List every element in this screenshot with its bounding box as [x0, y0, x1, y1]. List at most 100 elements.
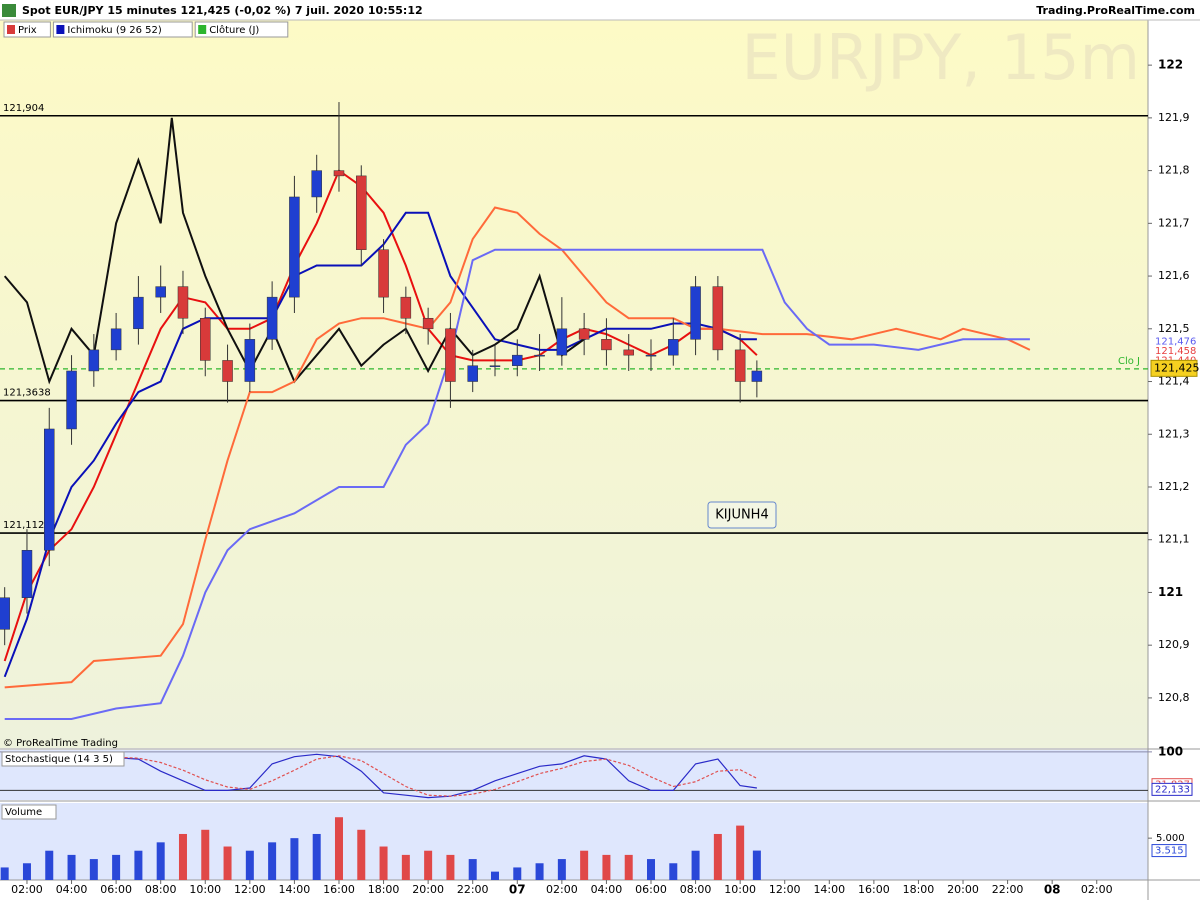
- x-tick-label: 08:00: [145, 883, 177, 896]
- volume-bar: [290, 838, 299, 880]
- legend-label[interactable]: Clôture (J): [209, 24, 259, 36]
- volume-bar: [245, 850, 254, 880]
- candle-body: [311, 170, 322, 198]
- panel-title-box: [1, 751, 125, 767]
- candle-body: [734, 349, 746, 382]
- volume-tag: [1151, 844, 1187, 858]
- h-line-label: 121,1126: [3, 520, 51, 531]
- volume-tick-label: 5.000: [1156, 833, 1185, 844]
- candle-body: [578, 328, 590, 340]
- volume-bar: [134, 850, 143, 880]
- volume-title: Volume: [5, 807, 42, 818]
- x-tick-label: 10:00: [189, 883, 221, 896]
- header-title: Spot EUR/JPY 15 minutes 121,425 (-0,02 %…: [22, 4, 423, 17]
- ichimoku-line: [4, 206, 1031, 689]
- annotation-box: [707, 501, 777, 529]
- price-tag: [1150, 359, 1198, 377]
- volume-bar: [156, 842, 165, 880]
- y-tick-label: 120,9: [1158, 638, 1190, 651]
- candle-body: [645, 354, 657, 357]
- volume-bar: [513, 867, 522, 880]
- legend-label[interactable]: Prix: [18, 25, 37, 36]
- ichimoku-line: [3, 169, 758, 662]
- x-tick-label: 07: [509, 883, 526, 897]
- candle-body: [177, 286, 189, 319]
- volume-bar: [112, 854, 121, 880]
- legend-item[interactable]: [52, 21, 193, 38]
- volume-bar: [67, 854, 76, 880]
- volume-bar: [557, 859, 566, 880]
- x-tick-label: 04:00: [591, 883, 623, 896]
- candle-body: [155, 286, 166, 298]
- volume-bar: [602, 854, 611, 880]
- candle-body: [422, 317, 434, 330]
- y-tick-label: 121,6: [1158, 269, 1190, 282]
- volume-bar: [713, 833, 722, 880]
- volume-bar: [357, 829, 366, 880]
- copyright: © ProRealTime Trading: [3, 738, 118, 749]
- volume-bar: [468, 859, 477, 880]
- x-tick-label: 16:00: [858, 883, 890, 896]
- volume-bar: [424, 850, 433, 880]
- y-tick-label: 121,4: [1158, 375, 1190, 388]
- volume-bar: [736, 825, 745, 880]
- y-tick-label: 121,8: [1158, 164, 1190, 177]
- candle-body: [601, 339, 612, 351]
- candle-body: [400, 296, 412, 319]
- volume-bar: [178, 833, 187, 880]
- y-tick-label: 121,7: [1158, 216, 1190, 229]
- candle-body: [133, 296, 144, 330]
- volume-bar: [379, 846, 388, 880]
- close-line-label: Clo J: [1118, 356, 1140, 367]
- y-tick-label: 121,2: [1158, 480, 1190, 493]
- y-tick-label: 120,8: [1158, 691, 1190, 704]
- panel-title-box: [1, 804, 57, 820]
- legend-swatch: [198, 25, 207, 34]
- volume-panel: [0, 803, 1148, 880]
- side-label: 121,476: [1155, 336, 1196, 347]
- candle-body: [445, 328, 456, 382]
- candle-body: [244, 339, 256, 382]
- candle-body: [378, 249, 389, 298]
- volume-bar: [0, 867, 9, 880]
- volume-bar: [334, 817, 343, 880]
- x-tick-label: 10:00: [724, 883, 756, 896]
- legend-item[interactable]: [194, 21, 289, 38]
- h-line-label: 121,904: [3, 103, 44, 114]
- watermark: EURJPY, 15m: [741, 21, 1140, 94]
- candle-body: [0, 597, 10, 630]
- candle-body: [44, 428, 55, 551]
- candle-body: [623, 349, 634, 356]
- header-site[interactable]: Trading.ProRealTime.com: [1036, 4, 1195, 17]
- volume-bar: [312, 833, 321, 880]
- volume-bar: [45, 850, 54, 880]
- candle-body: [751, 370, 763, 382]
- volume-tag-label: 3.515: [1155, 846, 1184, 857]
- candle-body: [512, 354, 523, 366]
- candle-body: [690, 286, 701, 340]
- volume-bar: [669, 863, 678, 880]
- x-tick-label: 02:00: [546, 883, 578, 896]
- stoch-tick-label: 100: [1158, 744, 1183, 758]
- price-panel: [0, 20, 1148, 748]
- stoch-panel: [0, 750, 1148, 800]
- candle-body: [534, 354, 545, 357]
- volume-bar: [490, 871, 499, 880]
- logo: [2, 4, 16, 17]
- candle-body: [110, 328, 122, 351]
- y-tick-label: 121,9: [1158, 111, 1190, 124]
- x-tick-label: 20:00: [412, 883, 444, 896]
- legend-label[interactable]: Ichimoku (9 26 52): [67, 25, 161, 36]
- x-tick-label: 12:00: [769, 883, 801, 896]
- ichimoku-line: [3, 117, 585, 385]
- x-tick-label: 18:00: [368, 883, 400, 896]
- legend-item[interactable]: [3, 21, 51, 38]
- volume-bar: [647, 859, 656, 880]
- candle-body: [668, 339, 679, 356]
- ichimoku-line: [4, 248, 1030, 720]
- x-tick-label: 22:00: [457, 883, 489, 896]
- x-tick-label: 14:00: [279, 883, 311, 896]
- x-tick-label: 22:00: [992, 883, 1024, 896]
- y-tick-label: 122: [1158, 58, 1183, 72]
- volume-bar: [752, 850, 761, 880]
